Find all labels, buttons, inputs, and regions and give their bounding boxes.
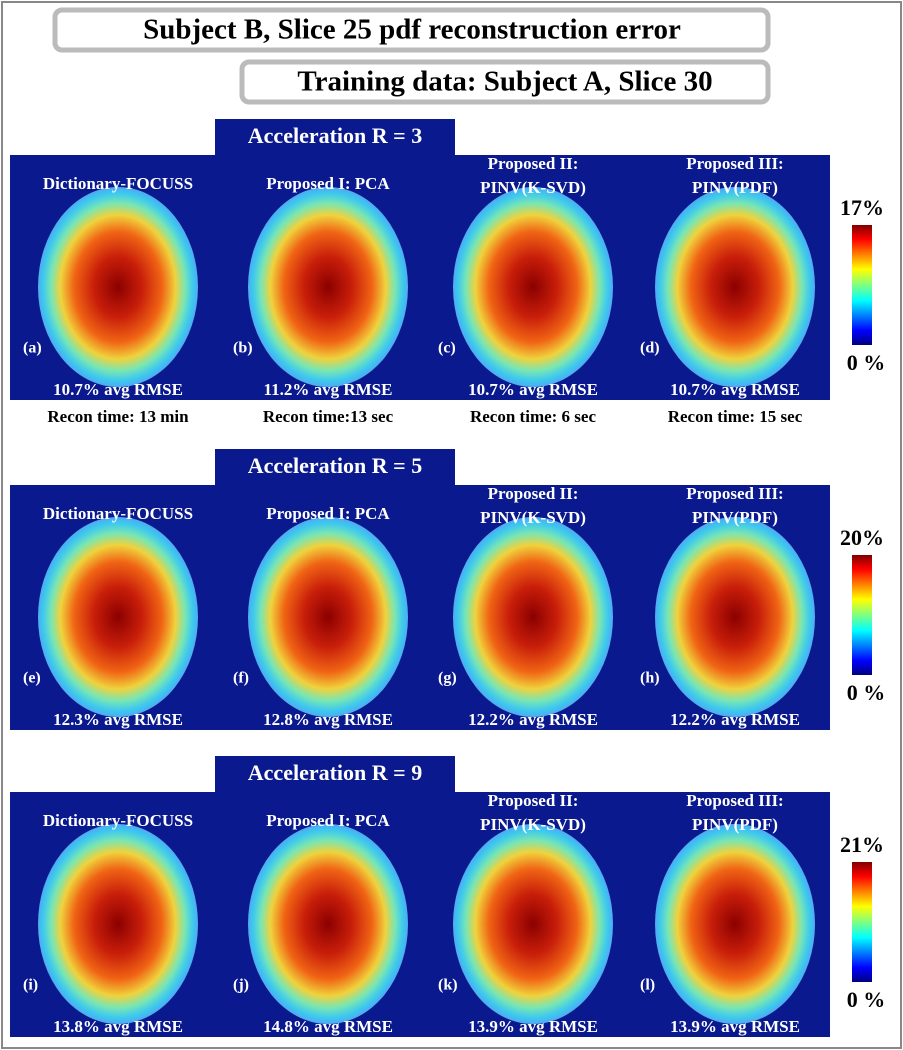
panel-heading: Acceleration R = 5 [248,453,422,478]
colorbar-min: 0 % [847,680,886,705]
panel-tag: (a) [23,340,42,357]
rmse-label: 14.8% avg RMSE [263,1017,393,1036]
colorbar-min: 0 % [847,987,886,1012]
rmse-label: 12.2% avg RMSE [670,710,800,729]
subtitle-box [239,59,771,105]
rmse-label: 12.3% avg RMSE [53,710,183,729]
colorbar-min: 0 % [847,350,886,375]
brain-map [655,187,815,387]
method-label: Proposed III: [686,154,783,173]
colorbar-max: 20% [840,525,884,550]
brain-map [248,824,408,1024]
panel-tag: (l) [640,977,655,994]
brain-map [38,187,198,387]
method-label: PINV(K-SVD) [480,508,586,527]
recon-time: Recon time: 6 sec [470,407,596,426]
brain-map [453,187,613,387]
recon-time: Recon time: 15 sec [668,407,803,426]
panel-tag: (i) [23,977,38,994]
panel-tag: (h) [640,670,660,687]
brain-map [38,824,198,1024]
method-label: Proposed I: PCA [266,174,390,193]
colorbar [852,225,872,345]
method-label: Dictionary-FOCUSS [43,174,193,193]
subtitle: Training data: Subject A, Slice 30 [297,66,712,98]
rmse-label: 10.7% avg RMSE [670,380,800,399]
recon-time: Recon time:13 sec [263,407,394,426]
brain-map [38,517,198,717]
panel-tag: (d) [640,340,660,357]
title: Subject B, Slice 25 pdf reconstruction e… [143,14,681,46]
brain-map [453,517,613,717]
method-label: Dictionary-FOCUSS [43,504,193,523]
brain-map [248,187,408,387]
panel-heading: Acceleration R = 3 [248,123,422,148]
method-label: Proposed II: [488,154,579,173]
panel-heading: Acceleration R = 9 [248,760,422,785]
panel-tag: (b) [233,340,253,357]
panel-tag: (e) [23,670,41,687]
method-label: PINV(K-SVD) [480,815,586,834]
rmse-label: 13.8% avg RMSE [53,1017,183,1036]
rmse-label: 12.8% avg RMSE [263,710,393,729]
rmse-label: 10.7% avg RMSE [53,380,183,399]
method-label: Proposed III: [686,791,783,810]
method-label: Proposed I: PCA [266,504,390,523]
method-label: Proposed III: [686,484,783,503]
method-label: Proposed I: PCA [266,811,390,830]
rmse-label: 13.9% avg RMSE [468,1017,598,1036]
heading-tab [215,119,455,156]
recon-time: Recon time: 13 min [47,407,189,426]
title-box [52,7,771,53]
panel-tag: (f) [233,670,249,687]
colorbar [852,862,872,982]
method-label: PINV(PDF) [692,178,778,197]
method-label: PINV(K-SVD) [480,178,586,197]
brain-map [655,824,815,1024]
colorbar-max: 21% [840,832,884,857]
method-label: Proposed II: [488,791,579,810]
panel-tag: (g) [438,670,457,687]
brain-map [655,517,815,717]
heading-tab [215,449,455,486]
rmse-label: 12.2% avg RMSE [468,710,598,729]
method-label: PINV(PDF) [692,508,778,527]
heading-tab [215,756,455,793]
brain-map [453,824,613,1024]
panel-tag: (k) [438,977,458,994]
panels: Acceleration R = 3 Dictionary-FOCUSS (a) 10… [10,119,885,1037]
method-label: PINV(PDF) [692,815,778,834]
method-label: Proposed II: [488,484,579,503]
colorbar-max: 17% [840,195,884,220]
method-label: Dictionary-FOCUSS [43,811,193,830]
panel-tag: (j) [233,977,249,994]
rmse-label: 10.7% avg RMSE [468,380,598,399]
panel-tag: (c) [438,340,456,357]
brain-map [248,517,408,717]
colorbar [852,555,872,675]
rmse-label: 13.9% avg RMSE [670,1017,800,1036]
rmse-label: 11.2% avg RMSE [264,380,393,399]
